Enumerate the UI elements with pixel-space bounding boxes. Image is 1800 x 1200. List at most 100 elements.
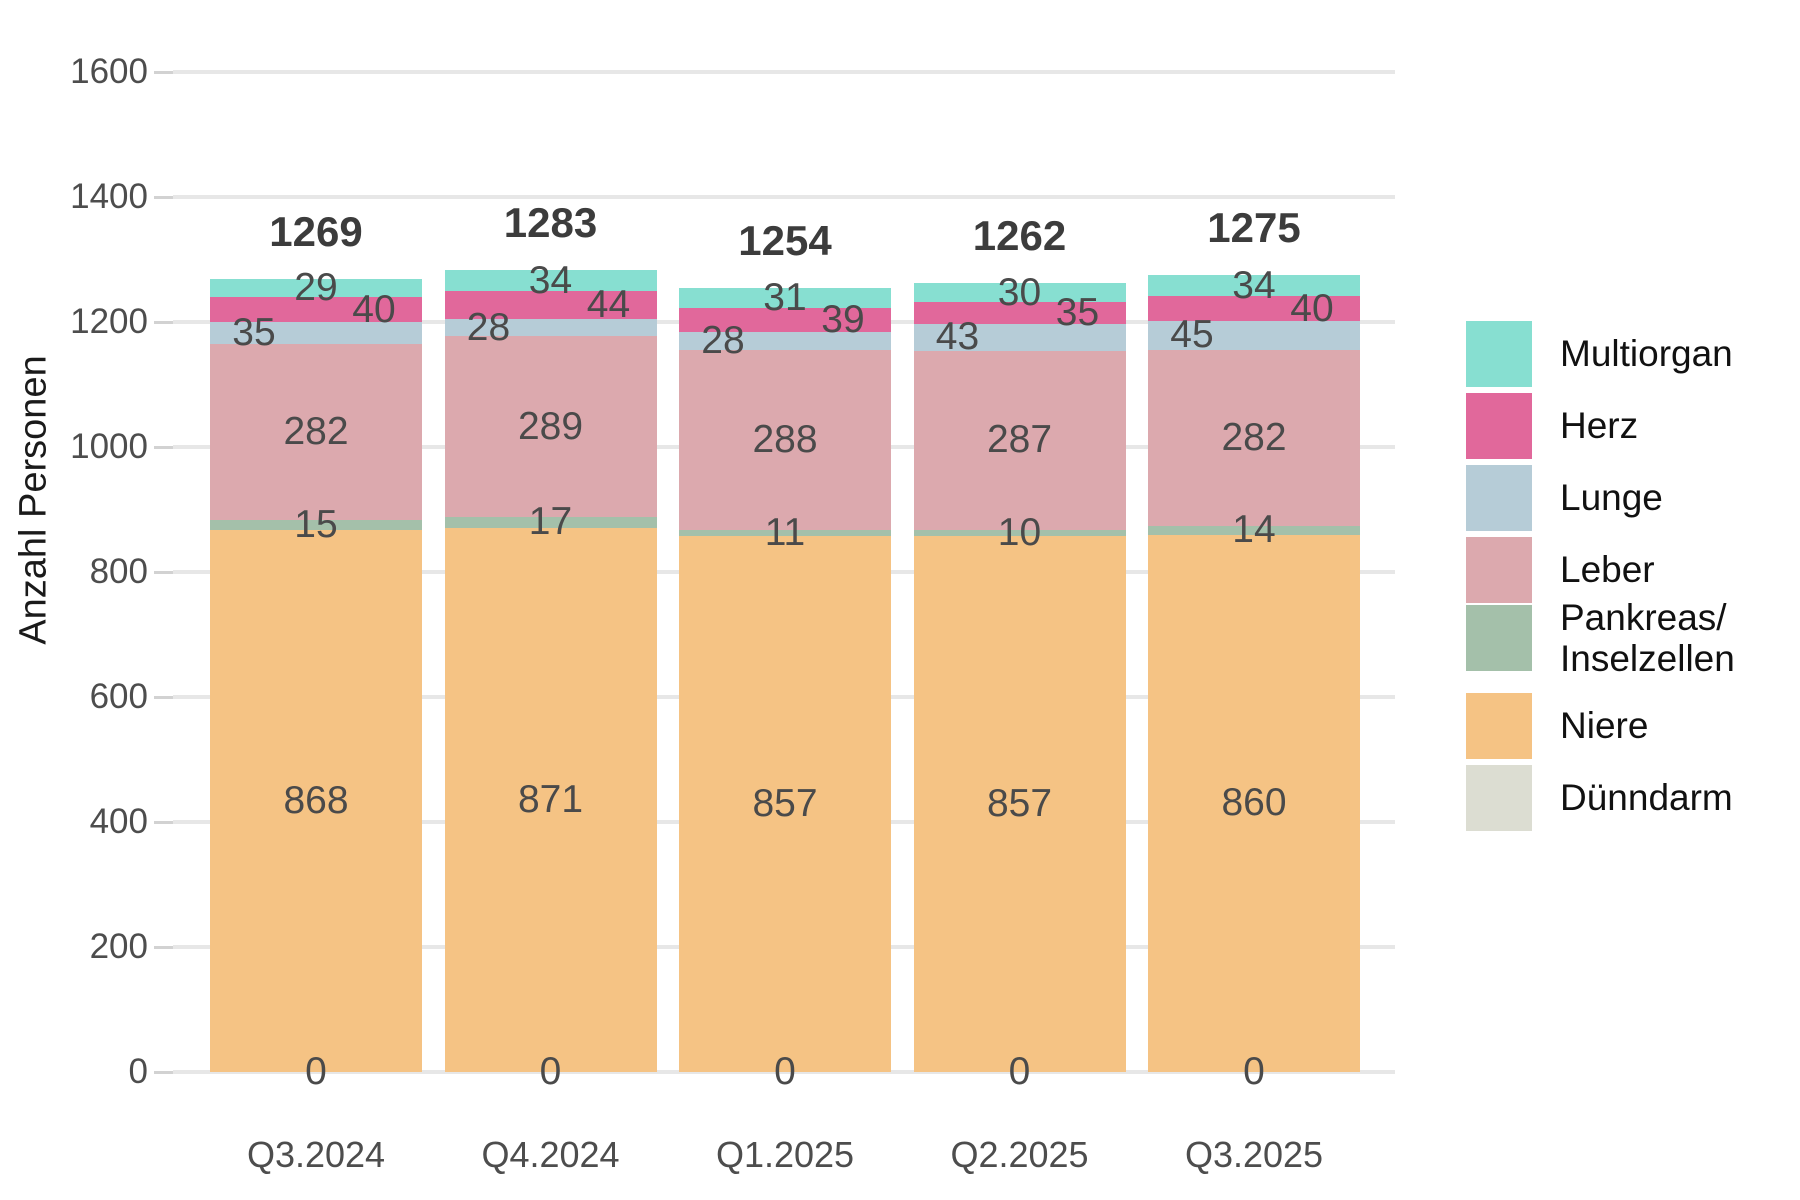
segment-value-label: 17 [528, 500, 573, 544]
segment-value-label: 28 [701, 318, 745, 362]
bar-segment-pankreas-inselzellen [913, 530, 1126, 537]
y-tick-label: 400 [89, 802, 148, 841]
segment-value-label: 0 [1008, 1050, 1031, 1093]
segment-value-label: 15 [294, 502, 338, 546]
total-label: 1254 [738, 217, 832, 265]
segment-value-label: 31 [763, 275, 807, 319]
segment-value-label: 868 [283, 778, 349, 822]
segment-value-label: 282 [1221, 415, 1287, 459]
total-label: 1283 [503, 199, 598, 247]
x-tick-label: Q2.2025 [950, 1134, 1089, 1175]
segment-value-label: 28 [466, 305, 511, 349]
segment-value-label: 11 [764, 510, 806, 554]
segment-value-label: 0 [774, 1050, 796, 1093]
legend-item: Dünndarm [1466, 765, 1733, 831]
bar-segment-herz [1148, 296, 1360, 322]
segment-value-label: 0 [1243, 1050, 1265, 1093]
bar-segment-multiorgan [679, 288, 891, 308]
legend-swatch [1466, 605, 1532, 671]
bar-segment-pankreas-inselzellen [679, 529, 891, 537]
segment-value-label: 289 [517, 404, 584, 448]
bar-segment-multiorgan [913, 283, 1126, 302]
segment-value-label: 288 [752, 417, 818, 461]
segment-value-label: 30 [997, 270, 1042, 314]
bar-segment-leber [913, 350, 1126, 531]
legend-swatch [1466, 465, 1532, 531]
y-tick-mark [154, 1070, 173, 1074]
bar-segment-leber [210, 343, 422, 521]
y-tick-label: 1600 [70, 52, 148, 91]
segment-value-label: 43 [935, 315, 980, 359]
bar-segment-pankreas-inselzellen [210, 520, 422, 530]
y-tick-mark [154, 445, 173, 449]
y-tick-mark [154, 695, 173, 699]
bar-segment-pankreas-inselzellen [1148, 525, 1360, 535]
y-tick-label: 1400 [70, 177, 148, 216]
legend-label: Multiorgan [1560, 333, 1733, 375]
legend-item: Lunge [1466, 465, 1663, 531]
legend-item: Pankreas/ Inselzellen [1466, 597, 1735, 679]
total-label: 1262 [972, 212, 1067, 260]
y-tick-label: 1000 [70, 427, 148, 466]
bar-segment-lunge [444, 318, 657, 337]
bar-segment-lunge [210, 322, 422, 344]
x-tick-label: Q4.2024 [481, 1134, 620, 1175]
bar-segment-niere [679, 536, 891, 1072]
legend-swatch [1466, 393, 1532, 459]
legend-swatch [1466, 321, 1532, 387]
bar-segment-multiorgan [1148, 275, 1360, 297]
segment-value-label: 0 [539, 1050, 562, 1093]
legend-item: Multiorgan [1466, 321, 1733, 387]
bar-segment-lunge [679, 332, 891, 350]
segment-value-label: 34 [528, 258, 573, 302]
x-tick-label: Q1.2025 [715, 1134, 855, 1175]
x-tick-label: Q3.2024 [246, 1134, 386, 1175]
y-tick-label: 800 [89, 552, 148, 591]
segment-value-label: 39 [821, 297, 865, 341]
gridline [173, 1070, 1395, 1074]
legend-label: Pankreas/ Inselzellen [1560, 596, 1735, 679]
legend-item: Leber [1466, 537, 1655, 603]
bar-segment-niere [210, 529, 422, 1072]
y-tick-mark [154, 320, 173, 324]
legend-swatch [1466, 537, 1532, 603]
segment-value-label: 860 [1221, 781, 1287, 825]
y-tick-mark [154, 945, 173, 949]
segment-value-label: 282 [283, 410, 349, 453]
segment-value-label: 10 [997, 511, 1042, 555]
bar-segment-leber [1148, 349, 1360, 526]
segment-value-label: 40 [1290, 286, 1334, 330]
segment-value-label: 14 [1232, 508, 1276, 552]
segment-value-label: 40 [352, 287, 396, 331]
total-label: 1275 [1207, 204, 1301, 252]
segment-value-label: 35 [1055, 290, 1100, 334]
bar-segment-herz [444, 291, 657, 319]
legend-label: Leber [1560, 549, 1655, 591]
gridline [173, 70, 1395, 74]
segment-value-label: 35 [232, 310, 276, 354]
segment-value-label: 44 [586, 283, 631, 327]
bar-segment-herz [210, 297, 422, 322]
legend-swatch [1466, 765, 1532, 831]
segment-value-label: 857 [752, 782, 818, 826]
legend-label: Niere [1560, 705, 1649, 747]
y-tick-label: 200 [89, 927, 148, 966]
bar-segment-multiorgan [210, 278, 422, 297]
bar-segment-lunge [1148, 321, 1360, 350]
bar-segment-pankreas-inselzellen [444, 517, 657, 528]
legend-label: Herz [1560, 405, 1639, 447]
segment-value-label: 287 [986, 418, 1053, 462]
x-tick-label: Q3.2025 [1184, 1134, 1324, 1175]
y-tick-label: 600 [89, 677, 148, 716]
legend-label: Dünndarm [1560, 777, 1733, 819]
bar-segment-herz [679, 307, 891, 332]
bar-segment-herz [913, 302, 1126, 324]
segment-value-label: 34 [1232, 263, 1276, 307]
legend-swatch [1466, 693, 1532, 759]
y-axis-title: Anzahl Personen [12, 355, 55, 645]
y-tick-mark [154, 70, 173, 74]
bar-segment-leber [444, 336, 657, 517]
legend-item: Herz [1466, 393, 1638, 459]
total-label: 1269 [269, 207, 363, 255]
